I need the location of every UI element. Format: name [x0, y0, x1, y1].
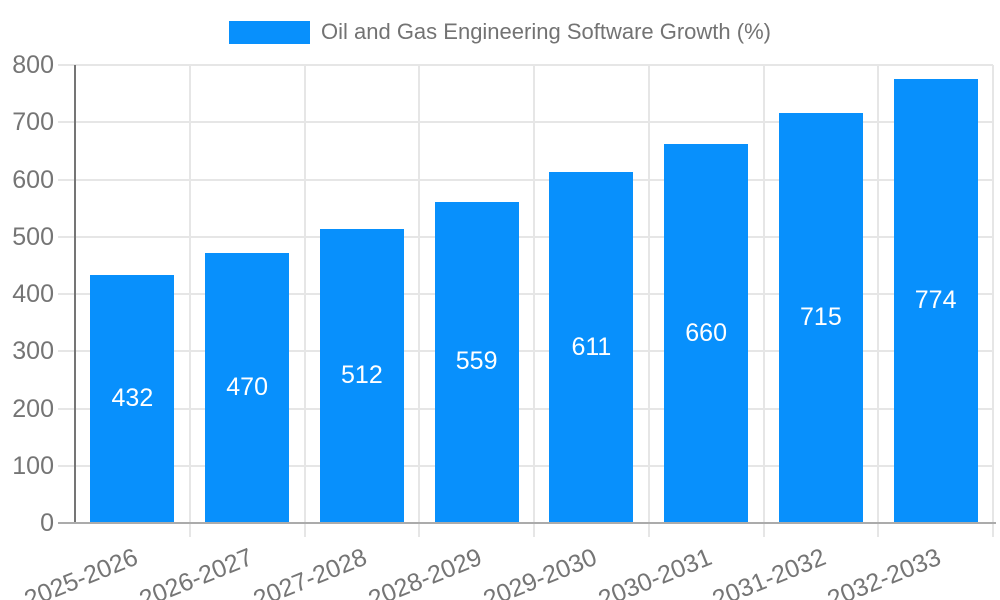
- bar-value-label: 660: [685, 318, 727, 347]
- gridline-vertical: [647, 65, 650, 537]
- bar: 715: [778, 112, 863, 522]
- y-axis-tick-label: 0: [40, 509, 54, 537]
- bar: 470: [205, 252, 290, 522]
- bar: 660: [664, 144, 749, 522]
- gridline-vertical: [992, 65, 994, 537]
- bar-value-label: 432: [111, 383, 154, 412]
- bar: 611: [549, 172, 634, 522]
- gridline-horizontal: [58, 121, 993, 124]
- x-axis-label: 2029-2030: [479, 543, 601, 600]
- bar-value-label: 774: [914, 285, 957, 314]
- bar-value-label: 559: [455, 347, 498, 376]
- y-axis-tick-label: 700: [12, 108, 54, 137]
- x-axis-line: [58, 522, 996, 524]
- x-axis-label: 2031-2032: [708, 543, 831, 600]
- legend-swatch-icon: [229, 20, 310, 44]
- gridline-horizontal: [58, 407, 993, 410]
- y-axis-tick-label: 500: [12, 222, 54, 251]
- legend: Oil and Gas Engineering Software Growth …: [0, 19, 1000, 45]
- gridline-horizontal: [58, 235, 993, 238]
- gridline-vertical: [533, 65, 535, 537]
- gridline-horizontal: [58, 350, 993, 353]
- x-axis-label: 2028-2029: [364, 543, 486, 600]
- gridline-vertical: [303, 65, 306, 537]
- y-axis-tick-label: 100: [12, 451, 54, 480]
- y-axis-tick-label: 300: [12, 337, 54, 366]
- bar-value-label: 611: [571, 332, 612, 361]
- x-axis-label: 2026-2027: [135, 543, 257, 600]
- bar: 559: [434, 201, 519, 522]
- gridline-vertical: [762, 65, 765, 537]
- x-axis-label: 2032-2033: [823, 543, 945, 600]
- gridline-vertical: [418, 65, 421, 537]
- bar-value-label: 470: [226, 372, 268, 401]
- gridline-horizontal: [58, 64, 993, 66]
- bar-value-label: 512: [341, 360, 383, 389]
- y-axis-line: [74, 65, 76, 523]
- gridline-vertical: [877, 65, 880, 537]
- x-axis-label: 2030-2031: [594, 543, 716, 600]
- x-axis-label: 2027-2028: [249, 543, 372, 600]
- legend-label: Oil and Gas Engineering Software Growth …: [321, 19, 771, 44]
- bar: 774: [893, 78, 978, 522]
- y-axis-tick-label: 800: [12, 51, 54, 79]
- y-axis-tick-label: 400: [12, 280, 54, 308]
- gridline-horizontal: [58, 464, 993, 467]
- bar: 512: [319, 228, 404, 522]
- bar-value-label: 715: [800, 302, 842, 331]
- gridline-horizontal: [58, 178, 993, 181]
- x-axis-label: 2025-2026: [20, 543, 142, 600]
- bar: 432: [90, 274, 175, 522]
- gridline-horizontal: [58, 293, 993, 295]
- y-axis-tick-label: 200: [12, 394, 54, 423]
- gridline-vertical: [188, 65, 191, 537]
- y-axis-tick-label: 600: [12, 165, 54, 194]
